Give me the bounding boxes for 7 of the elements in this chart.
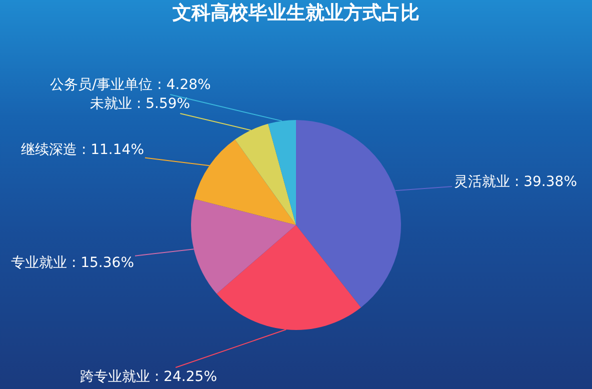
- slice-label: 未就业 : 5.59%: [90, 96, 190, 112]
- slice-label: 公务员/事业单位 : 4.28%: [50, 77, 211, 93]
- slice-label: 专业就业 : 15.36%: [11, 255, 134, 271]
- slice-label: 灵活就业 : 39.38%: [454, 174, 577, 190]
- slice-label: 继续深造 : 11.14%: [21, 142, 144, 158]
- chart-title: 文科高校毕业生就业方式占比: [172, 2, 420, 24]
- slice-label: 跨专业就业 : 24.25%: [80, 369, 217, 385]
